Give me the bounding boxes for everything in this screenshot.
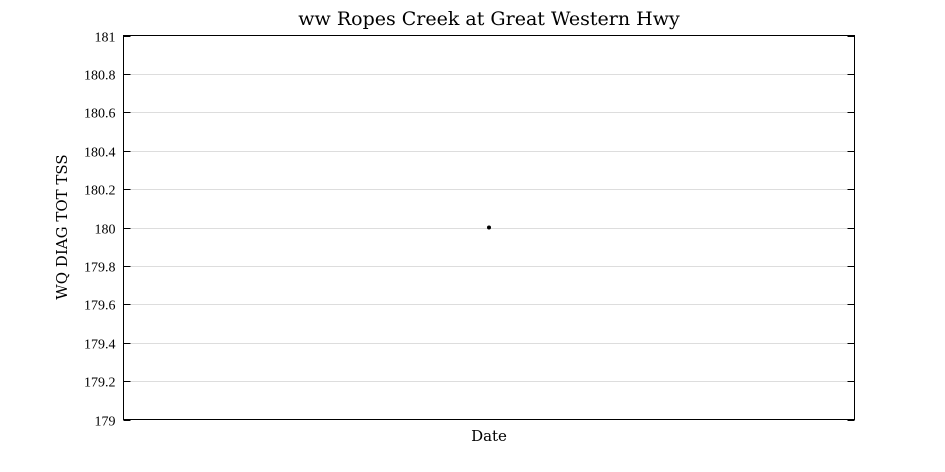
plot-area: [123, 35, 855, 420]
y-tick-label: 180.8: [84, 69, 116, 84]
y-tick-label: 179.8: [84, 261, 116, 276]
y-tick-label: 179: [95, 415, 116, 430]
y-tick-label: 180: [95, 223, 116, 238]
y-ticks: [123, 36, 855, 421]
data-point: [487, 225, 491, 230]
y-axis-label: WQ DIAG TOT TSS: [53, 154, 71, 299]
y-tick-label: 179.6: [84, 299, 116, 314]
y-tick-label: 180.6: [84, 107, 116, 122]
y-tick-label: 179.2: [84, 376, 116, 391]
y-tick-label: 181: [95, 31, 116, 46]
y-tick-label: 180.2: [84, 184, 116, 199]
y-tick-label: 180.4: [84, 146, 116, 161]
x-axis-label: Date: [471, 427, 507, 445]
y-tick-label: 179.4: [84, 338, 116, 353]
chart-title: ww Ropes Creek at Great Western Hwy: [298, 8, 680, 30]
y-tick-labels: 179 179.2 179.4 179.6 179.8 180 180.2 180.4 180.…: [84, 31, 116, 430]
data-points: [487, 225, 491, 230]
